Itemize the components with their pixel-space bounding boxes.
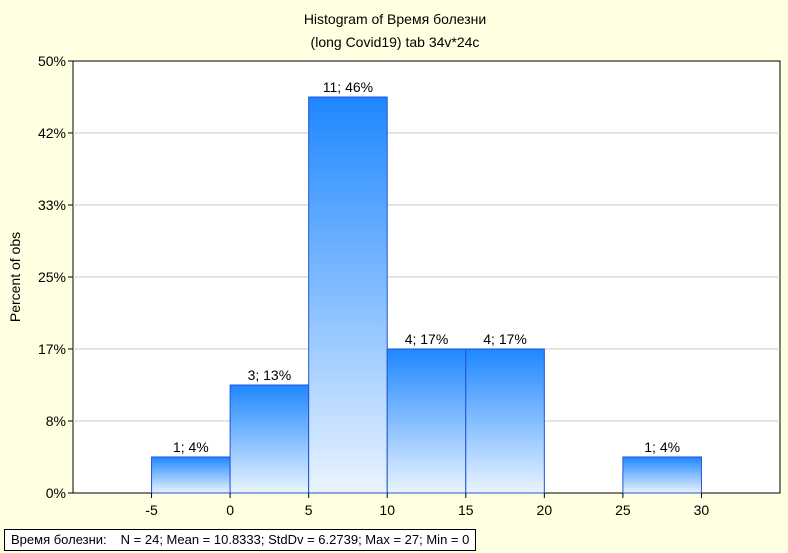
bar-label: 3; 13% — [248, 367, 292, 383]
y-tick-label: 8% — [46, 413, 66, 429]
x-axis: -5 0 5 10 15 20 25 30 — [145, 493, 709, 518]
footer-variable: Время болезни: — [11, 532, 107, 547]
y-tick-label: 25% — [38, 269, 66, 285]
y-tick-label: 33% — [38, 197, 66, 213]
histogram-bar — [622, 456, 702, 494]
x-tick-label: 25 — [615, 502, 631, 518]
histogram-bar — [386, 348, 467, 494]
y-axis-label: Percent of obs — [7, 232, 23, 322]
bar-label: 4; 17% — [483, 331, 527, 347]
histogram-bar — [229, 384, 310, 494]
footer-stats: N = 24; Mean = 10.8333; StdDv = 6.2739; … — [120, 532, 470, 547]
x-tick-label: 15 — [458, 502, 474, 518]
y-tick-label: 17% — [38, 341, 66, 357]
bar-label: 11; 46% — [323, 79, 373, 95]
histogram-bar — [465, 348, 545, 494]
x-tick-label: 20 — [537, 502, 553, 518]
x-tick-label: -5 — [145, 502, 158, 518]
x-tick-label: 0 — [226, 502, 234, 518]
histogram-bar — [308, 96, 388, 494]
bars — [151, 96, 702, 494]
chart-title: Histogram of Время болезни — [304, 11, 486, 27]
x-tick-label: 5 — [305, 502, 313, 518]
y-tick-label: 50% — [38, 53, 66, 69]
chart-subtitle: (long Covid19) tab 34v*24c — [311, 34, 480, 50]
histogram-bar — [151, 456, 231, 494]
x-tick-label: 10 — [379, 502, 395, 518]
bar-label: 1; 4% — [644, 439, 680, 455]
bar-label: 1; 4% — [173, 439, 209, 455]
bar-label: 4; 17% — [405, 331, 449, 347]
y-tick-label: 42% — [38, 125, 66, 141]
y-tick-label: 0% — [46, 485, 66, 501]
bar-labels: 1; 4% 3; 13% 11; 46% 4; 17% 4; 17% 1; 4% — [173, 79, 680, 455]
x-tick-label: 30 — [694, 502, 710, 518]
y-axis: 0% 8% 17% 25% 33% 42% 50% — [38, 53, 73, 501]
summary-footer: Время болезни: N = 24; Mean = 10.8333; St… — [4, 529, 477, 551]
